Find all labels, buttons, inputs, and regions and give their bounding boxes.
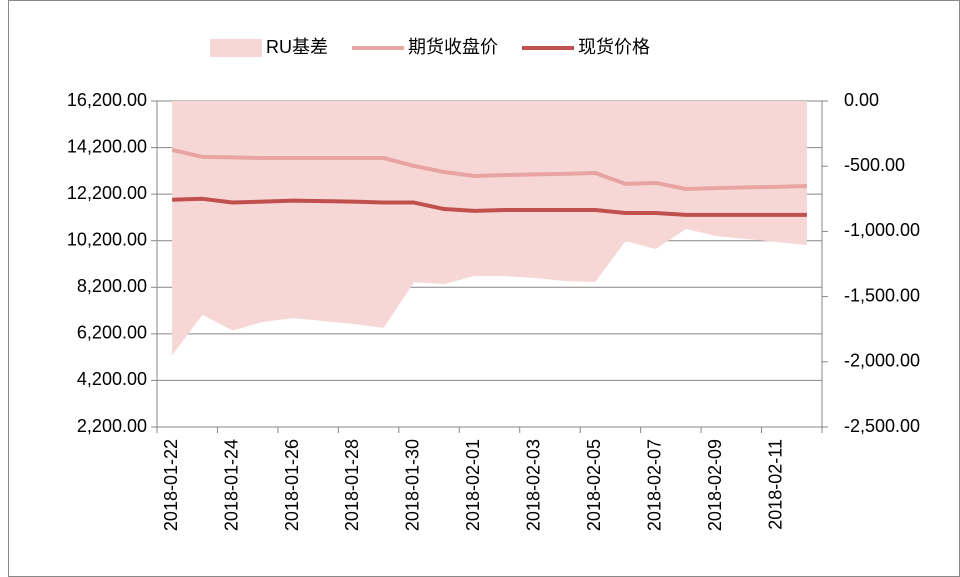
legend-label: 期货收盘价 [408, 37, 498, 57]
y-tick-label: 16,200.00 [67, 90, 147, 110]
x-tick-label: 2018-01-30 [403, 439, 423, 531]
y-tick-label: 4,200.00 [77, 369, 147, 389]
x-tick-label: 2018-02-11 [765, 439, 785, 530]
x-tick-label: 2018-01-22 [161, 439, 181, 531]
y2-tick-label: -1,500.00 [844, 285, 920, 305]
x-tick-label: 2018-01-26 [282, 439, 302, 531]
x-tick-label: 2018-02-05 [584, 439, 604, 531]
y2-tick-label: -2,000.00 [844, 351, 920, 371]
x-tick-label: 2018-01-24 [221, 439, 241, 531]
basis-area [172, 101, 807, 356]
y-tick-label: 8,200.00 [77, 276, 147, 296]
x-tick-label: 2018-02-09 [705, 439, 725, 531]
legend-label: RU基差 [266, 37, 328, 57]
x-tick-label: 2018-02-01 [463, 439, 483, 531]
y-tick-label: 14,200.00 [67, 136, 147, 156]
series-line [171, 147, 807, 192]
y2-tick-label: -1,000.00 [844, 220, 920, 240]
y2-tick-label: -500.00 [844, 155, 905, 175]
y2-tick-label: -2,500.00 [844, 416, 920, 436]
y-tick-label: 10,200.00 [67, 229, 147, 249]
x-tick-label: 2018-02-03 [524, 439, 544, 531]
series-line [172, 196, 807, 217]
legend-swatch [210, 39, 262, 57]
y-tick-label: 2,200.00 [77, 416, 147, 436]
y2-tick-label: 0.00 [844, 90, 879, 110]
legend-label: 现货价格 [578, 37, 650, 57]
chart-frame [8, 0, 960, 577]
y-tick-label: 12,200.00 [67, 183, 147, 203]
x-tick-label: 2018-02-07 [645, 439, 665, 531]
y-tick-label: 6,200.00 [77, 323, 147, 343]
x-tick-label: 2018-01-28 [342, 439, 362, 531]
